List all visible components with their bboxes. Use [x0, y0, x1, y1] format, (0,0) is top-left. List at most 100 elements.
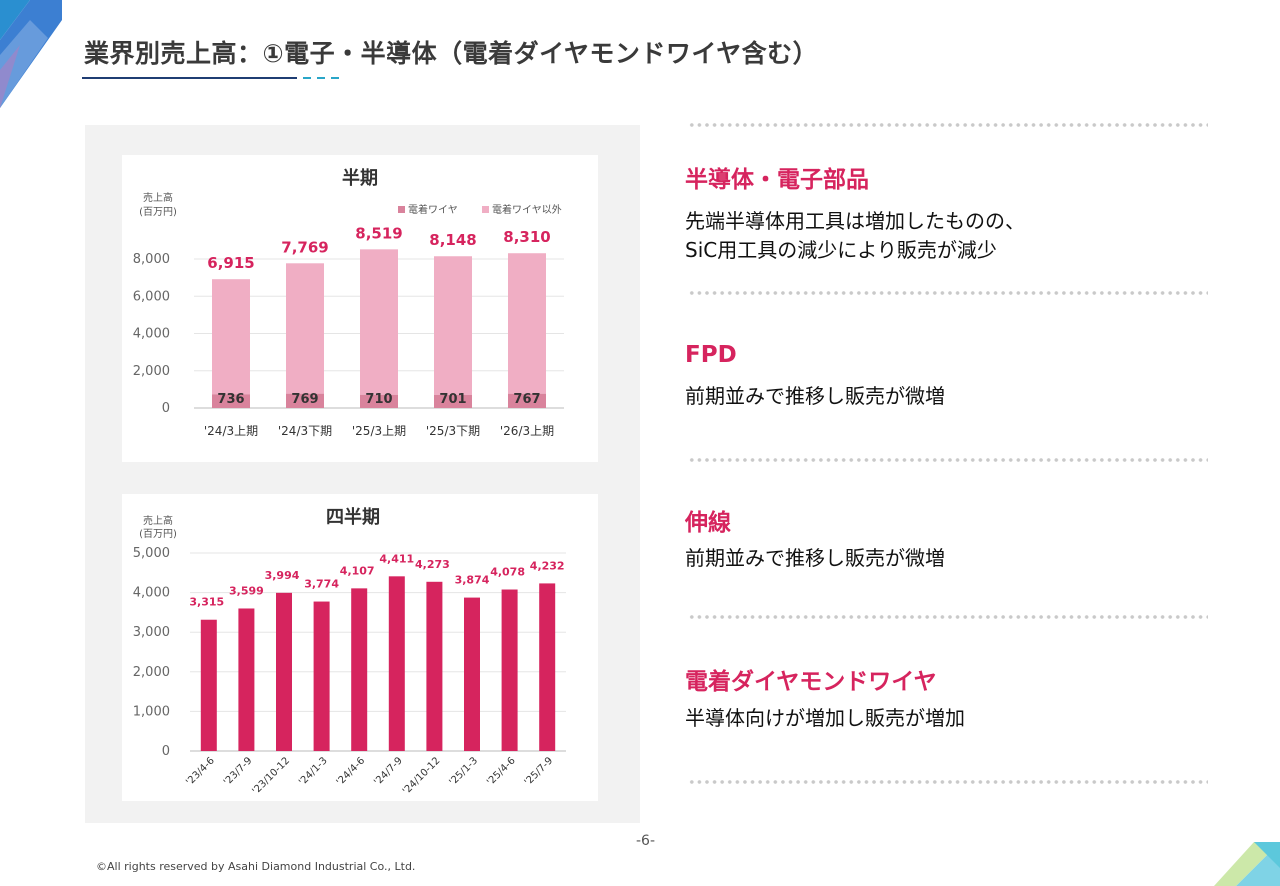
quarterly-chart-card: 四半期 売上高 (百万円) 0 1,000 2,000 3,000 4,000 5,000…	[122, 494, 598, 801]
data-label: 4,078	[490, 566, 525, 579]
bar-segment-other	[508, 253, 546, 394]
chart-title: 半期	[342, 167, 378, 189]
bar-segment-wire	[508, 393, 546, 408]
data-label-wire: 769	[291, 392, 318, 407]
bar	[426, 581, 443, 751]
data-label-total: 6,915	[207, 254, 254, 272]
data-label-total: 8,519	[355, 224, 402, 242]
bar	[464, 597, 480, 751]
y-tick-label: 4,000	[133, 327, 170, 342]
bar	[501, 589, 518, 751]
x-tick-label: '23/4-6	[184, 755, 217, 788]
y-axis-label-line1: 売上高	[143, 191, 173, 204]
bar	[276, 592, 292, 751]
title-underline-dashes	[303, 77, 345, 79]
data-label: 4,273	[415, 558, 450, 571]
data-label: 4,411	[379, 552, 414, 565]
y-tick-label: 0	[162, 401, 170, 416]
x-tick-label: '24/3下期	[278, 424, 332, 438]
x-tick-label: '24/10-12	[401, 755, 443, 797]
title-underline	[82, 77, 297, 79]
section-title-fpd: FPD	[685, 342, 737, 368]
data-label-wire: 701	[439, 392, 466, 407]
dotted-divider	[688, 779, 1208, 785]
dotted-divider	[688, 614, 1208, 620]
bar-segment-other	[212, 279, 250, 395]
section-body-semiconductor: 先端半導体用工具は増加したものの、 SiC用工具の減少により販売が減少	[685, 207, 1025, 265]
bar	[238, 608, 255, 751]
x-tick-label: '26/3上期	[500, 424, 554, 438]
x-tick-label: '25/7-9	[523, 755, 556, 788]
y-axis-label-line1: 売上高	[143, 514, 173, 527]
y-tick-label: 1,000	[133, 704, 170, 719]
section-body-line: 前期並みで推移し販売が微増	[685, 546, 945, 570]
page-number: -6-	[636, 833, 656, 849]
data-label: 3,774	[304, 578, 339, 591]
data-label: 3,599	[229, 584, 264, 597]
y-axis-label-line2: (百万円)	[139, 528, 177, 540]
y-tick-label: 8,000	[133, 252, 170, 267]
section-body-fpd: 前期並みで推移し販売が微増	[685, 382, 945, 411]
x-tick-label: '24/3上期	[204, 424, 258, 438]
y-tick-label: 2,000	[133, 665, 170, 680]
page-title: 業界別売上高：①電子・半導体（電着ダイヤモンドワイヤ含む）	[84, 39, 819, 68]
x-tick-label: '25/1-3	[447, 755, 480, 788]
legend-swatch-wire	[398, 206, 405, 213]
legend-label-other: 電着ワイヤ以外	[492, 203, 562, 216]
data-label-total: 8,148	[429, 231, 476, 249]
x-tick-label: '24/7-9	[372, 755, 405, 788]
section-body-line: 先端半導体用工具は増加したものの、	[685, 209, 1025, 233]
bar-segment-other	[434, 256, 472, 395]
bar	[200, 619, 217, 751]
data-label-wire: 767	[513, 392, 540, 407]
x-tick-label: '23/7-9	[222, 755, 255, 788]
bar	[388, 576, 405, 751]
data-label: 3,994	[265, 569, 300, 582]
bar-segment-wire	[360, 394, 398, 408]
corner-decoration	[0, 0, 62, 108]
section-body-line: SiC用工具の減少により販売が減少	[685, 238, 997, 262]
data-label: 4,107	[340, 564, 375, 577]
y-tick-label: 5,000	[133, 546, 170, 561]
y-tick-label: 2,000	[133, 364, 170, 379]
data-label: 4,232	[530, 559, 565, 572]
y-axis-label-line2: (百万円)	[139, 206, 177, 218]
x-tick-label: '25/4-6	[485, 755, 518, 788]
data-label: 3,315	[189, 596, 224, 609]
y-tick-label: 6,000	[133, 289, 170, 304]
chart-title: 四半期	[326, 506, 380, 528]
bar-segment-wire	[434, 394, 472, 408]
data-label-wire: 736	[217, 392, 244, 407]
section-title-diamond-wire: 電着ダイヤモンドワイヤ	[685, 669, 937, 695]
data-label-wire: 710	[365, 392, 392, 407]
section-body-line: 前期並みで推移し販売が微増	[685, 384, 945, 408]
section-body-wire-drawing: 前期並みで推移し販売が微増	[685, 544, 945, 573]
section-body-diamond-wire: 半導体向けが増加し販売が増加	[685, 704, 965, 733]
bar	[351, 588, 368, 751]
x-tick-label: '25/3上期	[352, 424, 406, 438]
bar	[539, 583, 556, 751]
corner-decoration-bottom	[1214, 842, 1280, 886]
bar	[313, 601, 330, 751]
dotted-divider	[688, 122, 1208, 128]
legend-swatch-other	[482, 206, 489, 213]
bar-segment-wire	[286, 393, 324, 408]
y-tick-label: 4,000	[133, 586, 170, 601]
bar-segment-other	[286, 263, 324, 394]
data-label-total: 7,769	[281, 238, 328, 256]
x-tick-label: '23/10-12	[250, 755, 292, 797]
section-body-line: 半導体向けが増加し販売が増加	[685, 706, 965, 730]
data-label: 3,874	[455, 574, 490, 587]
quarterly-chart: 四半期 売上高 (百万円) 0 1,000 2,000 3,000 4,000 5,000…	[133, 506, 566, 797]
dotted-divider	[688, 290, 1208, 296]
section-title-wire-drawing: 伸線	[685, 510, 731, 536]
copyright: ©All rights reserved by Asahi Diamond In…	[96, 860, 416, 873]
half-year-chart-card: 半期 売上高 (百万円) 電着ワイヤ 電着ワイヤ以外 0 2,000 4,000 6,…	[122, 155, 598, 462]
legend-label-wire: 電着ワイヤ	[408, 203, 458, 216]
y-tick-label: 3,000	[133, 625, 170, 640]
y-tick-label: 0	[162, 744, 170, 759]
section-title-semiconductor: 半導体・電子部品	[685, 167, 869, 193]
dotted-divider	[688, 457, 1208, 463]
half-year-chart: 半期 売上高 (百万円) 電着ワイヤ 電着ワイヤ以外 0 2,000 4,000 6,…	[133, 167, 564, 438]
bar-segment-wire	[212, 394, 250, 408]
